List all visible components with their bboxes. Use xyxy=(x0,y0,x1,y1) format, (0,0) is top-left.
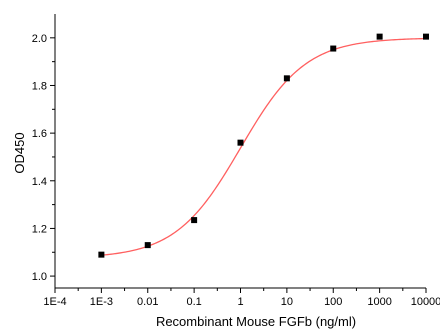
y-tick-label: 1.2 xyxy=(32,223,47,235)
x-tick-label: 0.1 xyxy=(186,296,201,308)
data-point xyxy=(191,217,198,224)
x-tick-label: 1 xyxy=(237,296,243,308)
axes: 1.0 1.2 1.4 1.6 1.8 2.0 1E-4 1E-3 0.01 0.1 1 10 100 1… xyxy=(32,14,440,308)
fit-curve-layer xyxy=(101,37,427,256)
data-point xyxy=(330,45,337,52)
data-points-layer xyxy=(98,33,429,258)
y-tick-label: 1.4 xyxy=(32,176,47,188)
x-tick-label: 10000 xyxy=(411,296,440,308)
y-tick-label: 1.8 xyxy=(32,80,47,92)
x-tick-label: 100 xyxy=(324,296,342,308)
data-point xyxy=(283,75,290,82)
x-tick-label: 0.01 xyxy=(137,296,158,308)
x-tick-label: 1000 xyxy=(367,296,391,308)
data-point xyxy=(237,139,244,146)
data-point xyxy=(376,33,383,40)
data-point xyxy=(144,242,151,249)
data-point xyxy=(423,33,429,40)
y-tick-label: 2.0 xyxy=(32,33,47,45)
fit-curve xyxy=(101,37,427,256)
x-axis-title: Recombinant Mouse FGFb (ng/ml) xyxy=(156,314,356,329)
y-tick-label: 1.0 xyxy=(32,271,47,283)
x-tick-label: 1E-4 xyxy=(43,296,66,308)
y-tick-label: 1.6 xyxy=(32,128,47,140)
x-tick-label: 10 xyxy=(281,296,293,308)
y-axis-title: OD450 xyxy=(12,132,27,173)
x-tick-label: 1E-3 xyxy=(90,296,113,308)
data-point xyxy=(98,251,105,258)
